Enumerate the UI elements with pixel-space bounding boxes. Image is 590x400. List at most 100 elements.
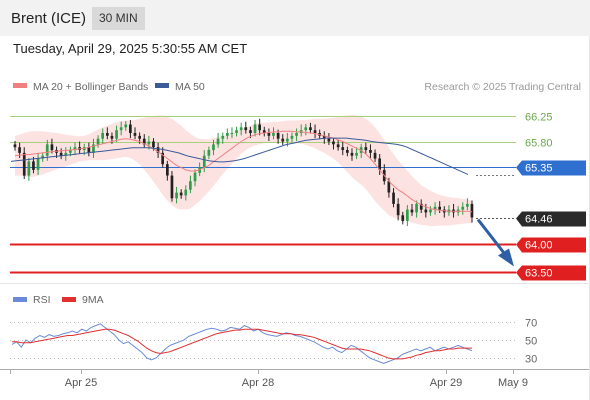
legend-swatch-ma20 xyxy=(13,83,27,88)
level-label-bg-3 xyxy=(516,211,586,227)
legend-rsi-ma: 9MA xyxy=(82,294,104,306)
candle-body-48 xyxy=(235,130,238,133)
candle-body-37 xyxy=(184,189,188,196)
candle-body-47 xyxy=(230,133,234,134)
candle-body-84 xyxy=(401,215,405,221)
candle-body-74 xyxy=(355,152,358,156)
x-tick-label-2: Apr 29 xyxy=(430,377,462,389)
candle-body-0 xyxy=(13,144,17,148)
candle-body-52 xyxy=(253,124,257,133)
legend-swatch-rsi-ma xyxy=(62,297,76,302)
x-tick-label-0: Apr 25 xyxy=(65,377,97,389)
candle-body-43 xyxy=(212,144,215,151)
candle-body-34 xyxy=(170,175,174,199)
timeframe-badge[interactable]: 30 MIN xyxy=(92,7,145,30)
legend-swatch-ma50 xyxy=(155,83,169,88)
candle-body-99 xyxy=(470,203,474,218)
candle-body-58 xyxy=(281,138,285,142)
candle-body-61 xyxy=(295,133,298,136)
candle-body-5 xyxy=(36,158,40,170)
candle-body-12 xyxy=(69,150,72,153)
rsi-tick-70: 70 xyxy=(525,318,537,330)
bollinger-band-layer xyxy=(15,114,472,227)
candle-body-68 xyxy=(327,138,331,142)
level-label-3: 64.46 xyxy=(525,214,553,226)
chart-header: Brent (ICE) 30 MIN xyxy=(0,0,590,36)
candle-body-90 xyxy=(429,209,432,213)
level-label-1: 65.80 xyxy=(525,138,553,150)
candle-body-82 xyxy=(392,192,395,204)
rsi-ma-line xyxy=(12,328,472,360)
candle-body-31 xyxy=(156,147,160,153)
candle-body-77 xyxy=(369,150,372,153)
candle-body-87 xyxy=(415,203,418,213)
candle-body-18 xyxy=(96,138,100,145)
candle-body-85 xyxy=(406,209,409,221)
candle-body-71 xyxy=(341,147,345,150)
rsi-tick-30: 30 xyxy=(525,354,537,366)
candle-body-92 xyxy=(438,206,441,210)
candle-body-39 xyxy=(193,172,197,182)
candle-body-13 xyxy=(73,147,77,150)
candle-body-55 xyxy=(267,133,271,136)
level-label-4: 64.00 xyxy=(525,240,553,252)
rsi-panel: 70 50 30 xyxy=(10,318,537,366)
level-label-bg-4 xyxy=(516,237,586,253)
ma20-line xyxy=(14,130,473,213)
x-tick-label-3: May 9 xyxy=(498,377,528,389)
candle-body-21 xyxy=(110,135,114,139)
candle-body-25 xyxy=(129,124,132,133)
candle-body-56 xyxy=(272,133,275,136)
candle-body-16 xyxy=(87,147,91,153)
candle-body-53 xyxy=(258,124,261,131)
candle-body-83 xyxy=(396,203,400,216)
candle-body-27 xyxy=(138,135,141,139)
candle-body-72 xyxy=(346,150,349,153)
candle-body-81 xyxy=(387,181,391,193)
candle-body-78 xyxy=(373,152,377,159)
candle-body-38 xyxy=(189,181,192,190)
level-labels-layer: 66.25 65.80 65.35 64.46 64.00 63.50 xyxy=(516,112,586,281)
instrument-title: Brent (ICE) xyxy=(11,10,87,27)
legend-ma50: MA 50 xyxy=(175,81,205,93)
candle-body-2 xyxy=(22,152,26,176)
candle-body-32 xyxy=(161,152,164,165)
candle-body-46 xyxy=(226,133,229,136)
candle-body-98 xyxy=(466,203,469,207)
candle-body-28 xyxy=(142,138,146,145)
level-label-bg-5 xyxy=(516,265,586,281)
candle-body-86 xyxy=(410,209,414,213)
candle-body-63 xyxy=(304,127,308,131)
candle-body-89 xyxy=(424,209,428,213)
candle-body-70 xyxy=(336,144,340,148)
candle-body-41 xyxy=(202,155,206,167)
candle-body-8 xyxy=(50,144,54,151)
candle-body-29 xyxy=(147,141,151,145)
candle-body-76 xyxy=(364,147,368,150)
level-label-2: 65.35 xyxy=(525,163,553,175)
candle-body-36 xyxy=(179,192,183,196)
candle-body-79 xyxy=(378,158,381,170)
candle-body-57 xyxy=(276,133,280,139)
bollinger-band xyxy=(15,114,472,227)
candle-body-60 xyxy=(290,135,294,139)
candle-body-30 xyxy=(152,141,155,148)
candle-body-64 xyxy=(309,127,312,131)
candle-body-7 xyxy=(45,144,49,156)
level-lines-layer xyxy=(10,116,516,274)
candle-body-22 xyxy=(115,130,118,139)
level-label-0: 66.25 xyxy=(525,112,553,124)
ma50-line xyxy=(10,137,469,175)
level-label-5: 63.50 xyxy=(525,268,553,280)
candle-body-45 xyxy=(221,135,225,139)
candle-body-65 xyxy=(313,130,317,133)
candle-body-59 xyxy=(286,138,289,142)
candle-body-26 xyxy=(133,133,137,136)
candle-body-20 xyxy=(106,133,109,136)
rsi-tick-50: 50 xyxy=(525,336,537,348)
candle-body-23 xyxy=(119,127,123,131)
candle-body-44 xyxy=(216,138,220,145)
candle-body-67 xyxy=(322,135,326,139)
candle-body-33 xyxy=(166,164,169,176)
candle-body-69 xyxy=(332,141,335,145)
